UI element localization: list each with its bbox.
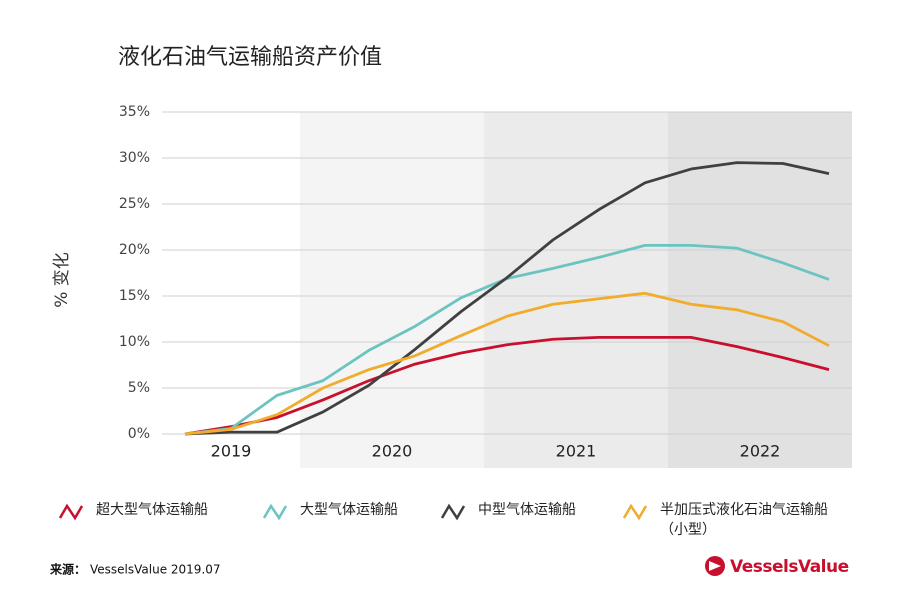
chart-title: 液化石油气运输船资产价值	[118, 45, 382, 70]
y-tick-label: 25%	[119, 196, 150, 212]
legend-label: 半加压式液化石油气运输船 （小型）	[660, 502, 828, 538]
legend-icon	[440, 503, 466, 521]
legend-item: 中型气体运输船	[440, 500, 576, 522]
legend-icon	[58, 503, 84, 521]
source-label: 来源：	[49, 562, 86, 577]
year-band	[668, 112, 852, 468]
year-band	[162, 112, 300, 468]
source-text: VesselsValue 2019.07	[90, 563, 221, 577]
legend-icon	[262, 503, 288, 521]
y-tick-label: 5%	[128, 380, 150, 396]
legend-item: 大型气体运输船	[262, 500, 398, 522]
series-line	[184, 161, 830, 436]
legend-swatch	[440, 503, 466, 521]
y-tick-label: 35%	[119, 104, 150, 120]
y-tick-label: 15%	[119, 288, 150, 304]
logo: VesselsValue	[730, 557, 849, 577]
legend-swatch	[622, 503, 648, 521]
x-group-label: 2019	[211, 442, 252, 461]
legend-label: 中型气体运输船	[478, 502, 576, 518]
legend-icon	[622, 503, 648, 521]
series-line	[184, 291, 830, 436]
x-group-label: 2021	[556, 442, 597, 461]
legend-label: 超大型气体运输船	[96, 502, 208, 518]
y-tick-label: 20%	[119, 242, 150, 258]
year-band	[484, 112, 668, 468]
x-group-label: 2020	[372, 442, 413, 461]
legend-swatch	[58, 503, 84, 521]
year-band	[300, 112, 484, 468]
y-tick-label: 30%	[119, 150, 150, 166]
legend-item: 半加压式液化石油气运输船 （小型）	[622, 500, 828, 540]
logo-icon-mark	[709, 561, 721, 571]
y-tick-label: 10%	[119, 334, 150, 350]
legend-item: 超大型气体运输船	[58, 500, 208, 522]
y-tick-label: 0%	[128, 426, 150, 442]
y-axis-label: % 变化	[52, 252, 72, 308]
series-line	[184, 336, 830, 436]
legend-swatch	[262, 503, 288, 521]
x-group-label: 2022	[740, 442, 781, 461]
legend-label: 大型气体运输船	[300, 502, 398, 518]
